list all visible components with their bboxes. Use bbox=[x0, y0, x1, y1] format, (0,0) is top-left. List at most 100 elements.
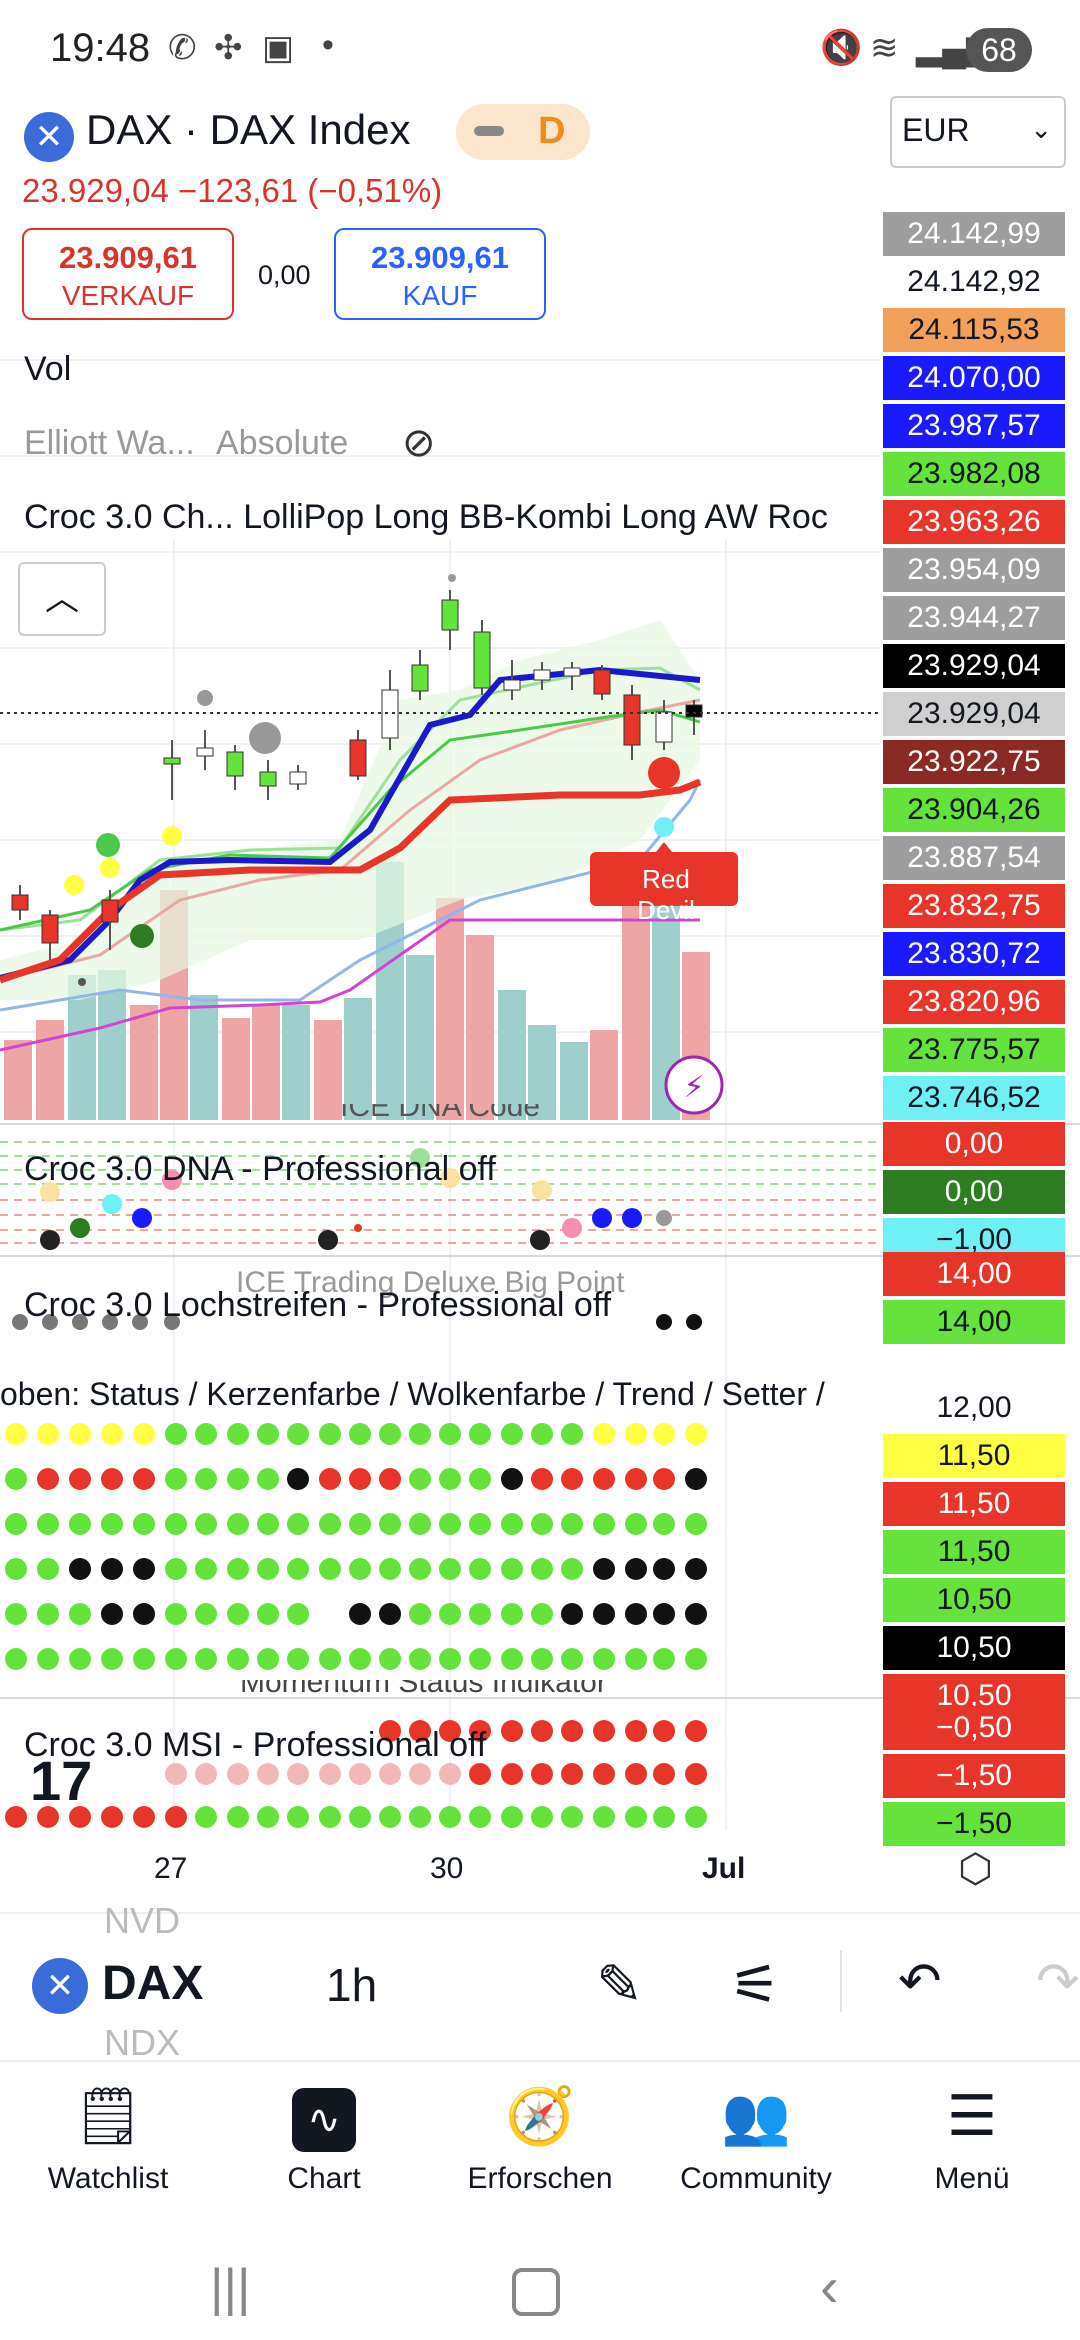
toolbar-symbol[interactable]: DAX bbox=[102, 1957, 204, 2010]
nav-menu-label: Menü bbox=[934, 2162, 1010, 2195]
lochstreifen-dots bbox=[12, 1314, 702, 1330]
lochstreifen-label[interactable]: Croc 3.0 Lochstreifen - Professional off bbox=[24, 1286, 612, 1324]
dna-dots bbox=[40, 1148, 672, 1250]
status-bar: 19:48 ✆ ✣ ▣ • 🔇 ≋ ▂▄▆ 68 bbox=[0, 0, 1080, 100]
spread-value: 0,00 bbox=[258, 260, 311, 290]
hamburger-menu-icon: ☰ bbox=[946, 2084, 998, 2147]
nav-chart[interactable]: ∿ Chart bbox=[216, 2076, 432, 2196]
currency-value: EUR bbox=[902, 112, 970, 148]
oben-axis-label: 11,50 bbox=[883, 1530, 1065, 1574]
candles bbox=[11, 590, 703, 960]
minus-icon bbox=[474, 126, 504, 136]
nav-community[interactable]: 👥 Community bbox=[648, 2076, 864, 2196]
buy-button[interactable]: 23.909,61 KAUF bbox=[334, 228, 546, 320]
loch-axis-label: 14,00 bbox=[883, 1300, 1065, 1344]
msi-dots bbox=[5, 1720, 707, 1828]
toolbar-divider bbox=[840, 1950, 842, 2012]
price-axis-label: 24.070,00 bbox=[883, 356, 1065, 400]
collapse-legend-button[interactable]: ︿ bbox=[18, 562, 106, 636]
msi-axis-label: −1,50 bbox=[883, 1802, 1065, 1846]
red-devil-label: Red Devil bbox=[637, 864, 695, 925]
msi-axis-label: −0,50 bbox=[883, 1706, 1065, 1750]
dot-icon: • bbox=[322, 26, 334, 64]
recent-apps-icon[interactable]: ||| bbox=[210, 2259, 251, 2317]
chart-canvas[interactable]: ⚡ bbox=[0, 0, 1080, 1900]
dna-pane-title-text: ICE DNA Code bbox=[340, 1104, 541, 1123]
system-nav-bar: ||| ‹ bbox=[0, 2240, 1080, 2340]
wifi-icon: ≋ bbox=[870, 29, 899, 67]
nav-explore-label: Erforschen bbox=[467, 2162, 613, 2195]
redo-icon[interactable]: ↷ bbox=[1036, 1953, 1080, 2011]
mute-icon: 🔇 bbox=[820, 29, 863, 67]
ghost-symbol-above: NVD bbox=[104, 1900, 181, 1941]
dna-pane-title: ICE DNA Code bbox=[340, 1104, 600, 1126]
home-icon[interactable] bbox=[512, 2268, 560, 2316]
symbol-title[interactable]: DAX · DAX Index bbox=[86, 106, 411, 153]
price-axis-label: 23.944,27 bbox=[883, 596, 1065, 640]
whatsapp-icon: ✆ bbox=[168, 29, 197, 67]
ma-blue-light bbox=[0, 779, 702, 1012]
chart-icon: ∿ bbox=[216, 2076, 432, 2156]
elliott-mode: Absolute bbox=[216, 424, 349, 462]
pencil-icon[interactable]: ✎ bbox=[596, 1953, 643, 2016]
community-icon: 👥 bbox=[721, 2084, 791, 2147]
battery-badge: 68 bbox=[966, 28, 1032, 72]
indicators-sliders-icon[interactable]: ⚟ bbox=[730, 1953, 781, 2016]
price-axis-label: 23.922,75 bbox=[883, 740, 1065, 784]
status-legend-label[interactable]: oben: Status / Kerzenfarbe / Wolkenfarbe… bbox=[0, 1376, 825, 1412]
nav-watchlist-label: Watchlist bbox=[47, 2162, 169, 2195]
sell-label: VERKAUF bbox=[61, 280, 195, 311]
croc-indicators-label[interactable]: Croc 3.0 Ch... LolliPop Long BB-Kombi Lo… bbox=[24, 498, 828, 536]
msi-pane-title: Momentum Status Indikator bbox=[240, 1680, 660, 1700]
elliott-label[interactable]: Elliott Wa... bbox=[24, 424, 195, 462]
volume-bars bbox=[4, 862, 710, 1120]
dna-axis-label: 0,00 bbox=[883, 1122, 1065, 1166]
msi-pane-title-text: Momentum Status Indikator bbox=[240, 1680, 607, 1699]
date-label-30: 30 bbox=[430, 1852, 464, 1885]
status-time: 19:48 bbox=[50, 26, 151, 70]
oben-axis-label: 10,50 bbox=[883, 1626, 1065, 1670]
nav-menu[interactable]: ☰ Menü bbox=[864, 2076, 1080, 2196]
ghost-symbol-below: NDX bbox=[104, 2022, 181, 2063]
sell-button[interactable]: 23.909,61 VERKAUF bbox=[22, 228, 234, 320]
status-dots-grid bbox=[5, 1423, 707, 1670]
svg-text:⚡: ⚡ bbox=[683, 1070, 704, 1105]
vol-label[interactable]: Vol bbox=[24, 350, 72, 388]
pinwheel-icon: ✣ bbox=[214, 29, 243, 67]
buy-label: KAUF bbox=[402, 280, 478, 311]
oben-axis-label: 11,50 bbox=[883, 1482, 1065, 1526]
sell-price: 23.909,61 bbox=[59, 240, 197, 275]
oben-axis-label: 11,50 bbox=[883, 1434, 1065, 1478]
tradingview-logo-icon: 17 bbox=[30, 1749, 93, 1812]
nav-community-label: Community bbox=[680, 2162, 832, 2195]
currency-select[interactable]: EUR ⌄ bbox=[890, 96, 1066, 168]
toolbar-symbol-logo-icon[interactable]: ✕ bbox=[32, 1958, 88, 2014]
nav-explore[interactable]: 🧭 Erforschen bbox=[432, 2076, 648, 2196]
interval-pill[interactable]: D bbox=[456, 104, 590, 160]
chart-toolbar bbox=[0, 1912, 1080, 2060]
eye-hidden-icon[interactable]: ⊘ bbox=[402, 421, 436, 465]
price-axis-label: 23.746,52 bbox=[883, 1076, 1065, 1120]
screenshot-icon: ▣ bbox=[262, 29, 295, 67]
ma-magenta bbox=[0, 918, 700, 1052]
compass-icon: 🧭 bbox=[505, 2084, 575, 2147]
lightning-icon bbox=[664, 1055, 724, 1115]
buy-price: 23.909,61 bbox=[371, 240, 509, 275]
settings-gear-icon[interactable]: ⬡ bbox=[958, 1847, 993, 1891]
chevron-up-icon: ︿ bbox=[45, 580, 79, 618]
price-axis-label: 23.987,57 bbox=[883, 404, 1065, 448]
dna-label[interactable]: Croc 3.0 DNA - Professional off bbox=[24, 1150, 496, 1188]
date-label-27: 27 bbox=[154, 1852, 188, 1885]
price-axis-label: 23.954,09 bbox=[883, 548, 1065, 592]
chevron-down-icon: ⌄ bbox=[1030, 114, 1052, 144]
nav-watchlist[interactable]: 🗒 Watchlist bbox=[0, 2076, 216, 2196]
back-icon[interactable]: ‹ bbox=[820, 2255, 839, 2318]
dax-logo-icon[interactable]: ✕ bbox=[24, 112, 74, 162]
interval-badge: D bbox=[538, 110, 566, 152]
msi-label[interactable]: Croc 3.0 MSI - Professional off bbox=[24, 1726, 487, 1764]
signal-dots bbox=[64, 574, 680, 986]
price-axis-label: 23.832,75 bbox=[883, 884, 1065, 928]
undo-icon[interactable]: ↶ bbox=[898, 1953, 942, 2011]
price-axis-label: 23.904,26 bbox=[883, 788, 1065, 832]
interval-button[interactable]: 1h bbox=[326, 1959, 378, 2011]
